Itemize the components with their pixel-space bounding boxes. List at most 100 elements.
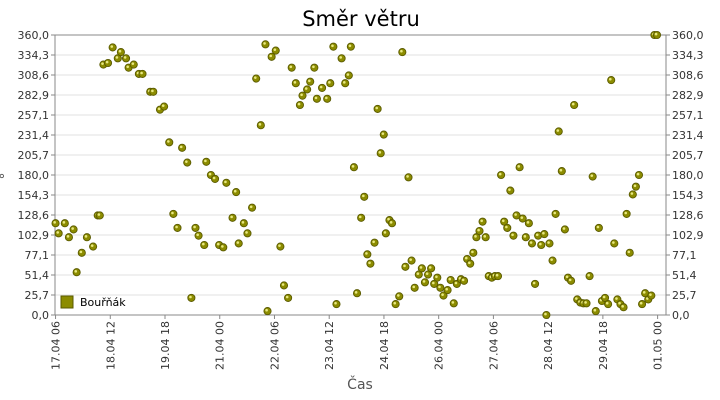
data-point [506,186,515,195]
data-point [376,149,385,158]
y-tick-label: 128,6 [672,209,704,222]
data-point [607,76,616,85]
data-point [248,203,257,212]
data-point [54,229,63,238]
data-point [291,79,300,88]
data-point [310,63,319,72]
data-point [582,299,591,308]
data-point [548,256,557,265]
x-tick-label: 18.04 12 [104,321,117,370]
data-point [404,173,413,182]
data-point [509,231,518,240]
data-point [303,85,312,94]
data-point [631,182,640,191]
data-point [360,192,369,201]
data-point [652,30,662,40]
data-point [191,223,200,232]
data-point [287,63,296,72]
data-point [570,100,579,110]
data-point [341,79,350,88]
data-point [187,293,196,302]
data-point [60,219,69,228]
data-point [379,130,388,139]
data-point [542,310,551,320]
data-point [381,229,390,238]
data-point [619,303,628,312]
y-tick-label: 205,7 [672,149,704,162]
data-point [239,219,248,228]
data-point [460,276,469,285]
grid-lines [55,34,666,316]
data-point [475,226,484,236]
y-tick-label: 154,3 [18,189,50,202]
data-point [401,262,410,271]
data-point [183,158,192,167]
y-tick-label: 180,0 [672,169,704,182]
y-tick-label: 360,0 [672,29,704,42]
data-point [604,300,613,309]
data-point [478,217,487,226]
data-point [318,83,327,92]
data-point [95,211,104,220]
data-point [194,231,203,240]
y-tick-label: 102,9 [672,229,704,242]
data-point [567,276,576,285]
data-point [103,58,113,68]
y-tick-label: 308,6 [18,69,50,82]
data-point [271,46,280,55]
data-point [449,299,458,308]
data-point [219,243,228,252]
data-point [638,300,647,309]
data-point [410,283,419,292]
data-point [540,230,549,239]
data-point [391,300,400,309]
data-point [469,248,478,257]
data-points [51,30,662,320]
data-point [398,48,407,57]
x-tick-label: 29.04 18 [597,321,610,370]
data-point [169,209,178,218]
legend: Bouřňák [60,295,126,309]
data-point [276,242,285,251]
y-tick-label: 25,7 [25,289,50,302]
data-point [545,239,554,248]
x-tick-label: 19.04 18 [159,321,172,370]
y-tick-label: 334,3 [672,49,704,62]
data-point [256,121,265,130]
data-point [121,54,131,63]
data-point [370,238,379,247]
y-tick-label: 308,6 [672,69,704,82]
data-point [622,209,631,218]
data-point [129,60,138,69]
data-point [537,240,546,250]
y-tick-label: 51,4 [672,269,697,282]
data-point [329,42,338,51]
x-tick-label: 28.04 12 [542,321,555,370]
data-point [295,100,304,110]
data-point [337,54,346,63]
data-point [263,307,272,316]
y-tick-label: 154,3 [672,189,704,202]
data-point [591,307,600,316]
y-tick-label: 205,7 [18,149,50,162]
data-point [210,174,220,183]
data-point [306,77,315,86]
y-tick-label: 360,0 [18,29,50,42]
data-point [585,272,594,281]
x-axis-label: Čas [347,375,373,393]
data-point [531,279,540,288]
data-point [51,219,60,228]
data-point [417,264,426,273]
y-tick-label: 51,4 [25,269,50,282]
data-point [554,127,563,136]
x-tick-label: 23.04 12 [323,321,336,370]
y-tick-label: 0,0 [672,309,690,322]
data-point [160,102,169,111]
data-point [481,233,490,242]
data-point [527,239,537,248]
data-point [222,178,231,187]
data-point [279,281,289,290]
data-point [363,250,372,259]
data-point [323,94,332,103]
data-point [228,213,237,222]
